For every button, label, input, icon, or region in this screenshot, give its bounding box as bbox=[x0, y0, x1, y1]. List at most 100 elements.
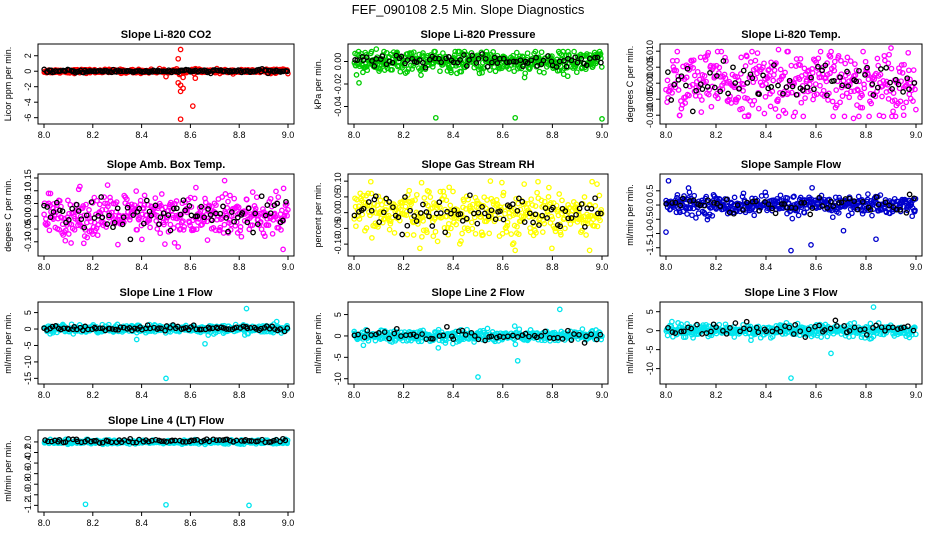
data-point bbox=[568, 215, 575, 221]
data-point bbox=[762, 93, 769, 100]
y-tick-label: 0.000 bbox=[645, 72, 655, 95]
data-point bbox=[772, 106, 779, 112]
data-point bbox=[482, 55, 489, 62]
data-point bbox=[513, 49, 520, 56]
outlier-point bbox=[180, 74, 186, 81]
data-point bbox=[754, 50, 761, 56]
data-point bbox=[363, 225, 370, 231]
x-tick-label: 8.4 bbox=[135, 130, 148, 140]
y-tick-label: -0.005 bbox=[645, 86, 655, 112]
data-point bbox=[458, 68, 465, 75]
outlier-point bbox=[435, 345, 442, 351]
data-point bbox=[591, 223, 598, 229]
data-point bbox=[73, 201, 80, 208]
outlier-point bbox=[163, 375, 169, 382]
data-point bbox=[532, 203, 539, 209]
data-point bbox=[763, 80, 769, 87]
data-point bbox=[710, 63, 717, 69]
data-point bbox=[573, 201, 580, 208]
data-point bbox=[84, 234, 91, 241]
data-point bbox=[360, 192, 366, 199]
data-point bbox=[69, 205, 76, 212]
data-point bbox=[209, 217, 215, 224]
data-point bbox=[735, 94, 742, 101]
x-tick-label: 8.6 bbox=[810, 262, 823, 272]
data-point bbox=[279, 217, 286, 224]
data-point bbox=[669, 90, 675, 96]
data-point bbox=[584, 51, 590, 57]
data-point bbox=[694, 68, 701, 75]
plot-frame bbox=[37, 173, 295, 257]
x-tick-label: 8.8 bbox=[233, 262, 246, 272]
data-point bbox=[181, 223, 188, 230]
data-point bbox=[420, 59, 426, 66]
data-point bbox=[690, 57, 697, 64]
data-point bbox=[553, 64, 560, 70]
x-tick-label: 8.0 bbox=[38, 390, 51, 400]
data-point bbox=[438, 59, 445, 66]
data-point bbox=[386, 199, 393, 205]
x-tick-label: 8.2 bbox=[710, 130, 723, 140]
data-point bbox=[113, 199, 120, 205]
data-point bbox=[430, 233, 437, 240]
data-point bbox=[819, 67, 825, 74]
data-point bbox=[180, 218, 186, 225]
y-tick-label: -6 bbox=[23, 114, 33, 122]
data-point bbox=[217, 210, 224, 217]
y-tick-label: 0.005 bbox=[645, 56, 655, 79]
data-point bbox=[674, 57, 680, 64]
data-point bbox=[484, 325, 491, 332]
data-point bbox=[856, 78, 862, 85]
data-point bbox=[539, 212, 546, 219]
data-point bbox=[668, 97, 675, 103]
data-point bbox=[809, 69, 816, 76]
outlier-point bbox=[788, 247, 794, 254]
data-point bbox=[371, 63, 378, 69]
data-point bbox=[467, 192, 473, 199]
data-point bbox=[180, 227, 187, 233]
data-point bbox=[364, 63, 370, 70]
data-point bbox=[546, 184, 552, 191]
data-point bbox=[130, 212, 137, 218]
data-point bbox=[418, 179, 425, 186]
data-point bbox=[141, 202, 148, 208]
data-point bbox=[578, 201, 585, 207]
data-point bbox=[752, 75, 759, 82]
data-point bbox=[408, 201, 414, 207]
data-point bbox=[832, 317, 839, 324]
data-point bbox=[94, 197, 100, 204]
data-point bbox=[426, 213, 432, 220]
data-point bbox=[442, 229, 449, 236]
data-point bbox=[413, 191, 420, 198]
y-tick-label: 5 bbox=[645, 309, 655, 314]
data-point bbox=[817, 48, 824, 55]
outlier-point bbox=[373, 46, 380, 52]
x-tick-label: 9.0 bbox=[910, 130, 923, 140]
data-point bbox=[896, 68, 903, 75]
data-point bbox=[827, 70, 833, 77]
y-tick-label: -5 bbox=[645, 346, 655, 354]
data-point bbox=[512, 341, 519, 348]
data-point bbox=[283, 198, 289, 205]
data-point bbox=[811, 86, 817, 93]
data-point bbox=[475, 209, 482, 216]
data-point bbox=[533, 63, 540, 70]
data-point bbox=[899, 70, 906, 76]
data-point bbox=[364, 67, 371, 74]
data-point bbox=[235, 204, 242, 211]
data-point bbox=[775, 82, 781, 89]
data-point bbox=[219, 214, 226, 221]
x-tick-label: 8.0 bbox=[660, 130, 673, 140]
x-tick-label: 9.0 bbox=[596, 130, 609, 140]
data-point bbox=[664, 332, 671, 339]
data-point bbox=[707, 69, 713, 76]
data-point bbox=[701, 73, 708, 79]
data-point bbox=[245, 205, 252, 212]
data-point bbox=[239, 210, 246, 216]
data-point bbox=[479, 59, 486, 66]
data-point bbox=[45, 190, 52, 197]
data-point bbox=[900, 89, 906, 95]
data-point bbox=[889, 86, 895, 92]
data-point bbox=[804, 84, 811, 91]
data-point bbox=[83, 212, 90, 219]
